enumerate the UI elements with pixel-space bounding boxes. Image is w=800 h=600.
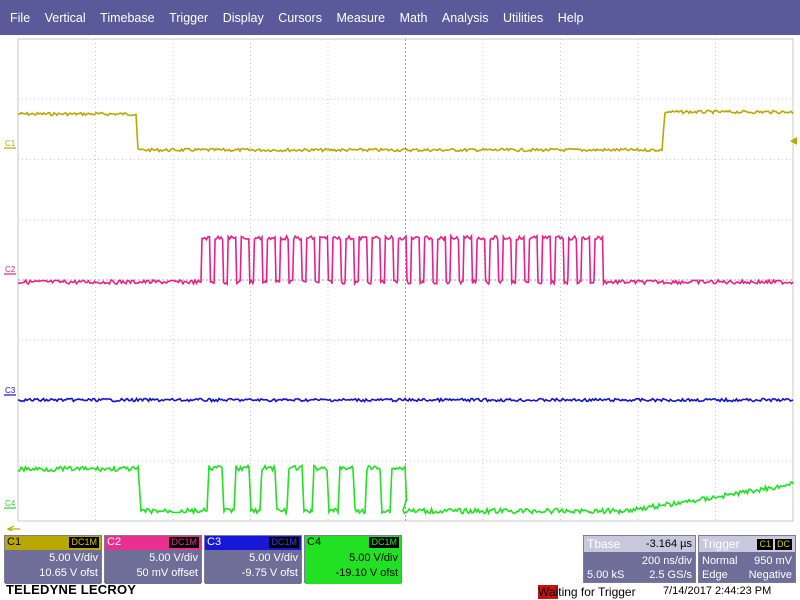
trigger-source: C1 bbox=[757, 539, 773, 550]
trigger-descriptor[interactable]: Trigger C1 DC Normal 950 mV Edge Negativ… bbox=[698, 535, 796, 583]
trigger-coupling: DC bbox=[775, 539, 792, 550]
trace-c2-waveform bbox=[17, 233, 794, 287]
channel-name: C4 bbox=[307, 536, 322, 548]
menu-bar: File Vertical Timebase Trigger Display Cursor… bbox=[0, 0, 800, 35]
coupling-badge: DC1M bbox=[369, 537, 399, 548]
waveform-grid: C1 C2 C3 C4 bbox=[4, 38, 797, 531]
channel-name: C3 bbox=[207, 536, 222, 548]
acquisition-status: Waiting for Trigger bbox=[538, 585, 636, 599]
trace-c3 bbox=[17, 396, 794, 404]
channel-marker-c3[interactable]: C3 bbox=[5, 386, 16, 395]
trace-c4 bbox=[17, 463, 794, 517]
menu-help[interactable]: Help bbox=[557, 10, 584, 25]
channel-descriptor-c1[interactable]: C1 DC1M 5.00 V/div 10.65 V ofst bbox=[4, 535, 102, 584]
volts-per-div: 5.00 V/div bbox=[49, 552, 98, 564]
menu-trigger[interactable]: Trigger bbox=[169, 10, 209, 25]
volts-per-div: 5.00 V/div bbox=[349, 552, 398, 564]
channel-descriptor-c3[interactable]: C3 DC1M 5.00 V/div -9.75 V ofst bbox=[204, 535, 302, 584]
trace-c2 bbox=[17, 233, 794, 287]
coupling-badge: DC1M bbox=[269, 537, 299, 548]
channel-marker-c1[interactable]: C1 bbox=[5, 139, 16, 148]
channel-marker-c4[interactable]: C4 bbox=[5, 499, 16, 508]
offset: 10.65 V ofst bbox=[39, 567, 98, 579]
date-time: 7/14/2017 2:44:23 PM bbox=[663, 585, 772, 597]
timebase-delay: -3.164 µs bbox=[645, 538, 692, 550]
offset: -9.75 V ofst bbox=[241, 567, 298, 579]
channel-marker-c2[interactable]: C2 bbox=[5, 265, 16, 274]
menu-analysis[interactable]: Analysis bbox=[441, 10, 489, 25]
channel-name: C2 bbox=[107, 536, 122, 548]
coupling-badge: DC1M bbox=[69, 537, 99, 548]
trigger-level: 950 mV bbox=[754, 555, 792, 567]
volts-per-div: 5.00 V/div bbox=[249, 552, 298, 564]
menu-timebase[interactable]: Timebase bbox=[100, 10, 155, 25]
timebase-descriptor[interactable]: Tbase -3.164 µs 200 ns/div 5.00 kS 2.5 G… bbox=[583, 535, 696, 583]
coupling-badge: DC1M bbox=[169, 537, 199, 548]
menu-math[interactable]: Math bbox=[399, 10, 428, 25]
brand-logo: TELEDYNE LECROY bbox=[6, 582, 137, 597]
offset: -19.10 V ofst bbox=[335, 567, 398, 579]
trigger-label: Trigger bbox=[702, 537, 740, 551]
menu-vertical[interactable]: Vertical bbox=[44, 10, 86, 25]
status-highlight: Wai bbox=[538, 585, 559, 599]
trace-c3-waveform bbox=[17, 396, 794, 404]
trace-c1-waveform bbox=[17, 109, 794, 153]
channel-descriptor-c4[interactable]: C4 DC1M 5.00 V/div -19.10 V ofst bbox=[304, 535, 402, 584]
trigger-level-marker-icon[interactable] bbox=[790, 137, 797, 145]
status-text: ting for Trigger bbox=[558, 585, 636, 599]
channel-name: C1 bbox=[7, 536, 22, 548]
trigger-type: Edge bbox=[702, 569, 728, 581]
channel-descriptor-c2[interactable]: C2 DC1M 5.00 V/div 50 mV offset bbox=[104, 535, 202, 584]
offset: 50 mV offset bbox=[136, 567, 198, 579]
menu-cursors[interactable]: Cursors bbox=[278, 10, 322, 25]
trigger-slope: Negative bbox=[748, 569, 792, 581]
menu-display[interactable]: Display bbox=[222, 10, 264, 25]
menu-measure[interactable]: Measure bbox=[336, 10, 386, 25]
volts-per-div: 5.00 V/div bbox=[149, 552, 198, 564]
menu-utilities[interactable]: Utilities bbox=[502, 10, 544, 25]
sample-count: 5.00 kS bbox=[587, 569, 625, 581]
menu-file[interactable]: File bbox=[10, 10, 31, 25]
trace-c4-waveform bbox=[17, 463, 794, 517]
info-panel: C1 DC1M 5.00 V/div 10.65 V ofst C2 DC1M 5.… bbox=[0, 531, 800, 600]
waveform-display[interactable]: C1 C2 C3 C4 bbox=[0, 35, 800, 531]
trigger-mode: Normal bbox=[702, 555, 738, 567]
time-per-div: 200 ns/div bbox=[641, 555, 692, 567]
timebase-label: Tbase bbox=[587, 537, 621, 551]
trace-c1 bbox=[17, 109, 794, 153]
sample-rate: 2.5 GS/s bbox=[649, 569, 692, 581]
